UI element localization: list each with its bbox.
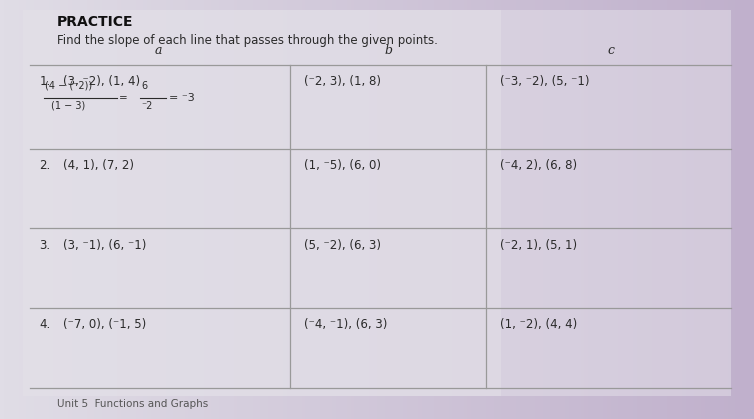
FancyBboxPatch shape [23,10,731,396]
Text: (3, ⁻1), (6, ⁻1): (3, ⁻1), (6, ⁻1) [63,239,147,252]
Text: c: c [607,44,615,57]
Text: (⁻3, ⁻2), (5, ⁻1): (⁻3, ⁻2), (5, ⁻1) [500,75,590,88]
Text: (5, ⁻2), (6, 3): (5, ⁻2), (6, 3) [304,239,381,252]
Text: a: a [155,44,162,57]
Text: PRACTICE: PRACTICE [57,15,133,28]
Text: (⁻2, 1), (5, 1): (⁻2, 1), (5, 1) [500,239,577,252]
Text: Find the slope of each line that passes through the given points.: Find the slope of each line that passes … [57,34,437,47]
Text: ⁻2: ⁻2 [142,101,153,111]
Text: 1.: 1. [39,75,51,88]
Text: (1, ⁻5), (6, 0): (1, ⁻5), (6, 0) [304,159,381,172]
Text: (1 − 3): (1 − 3) [51,101,84,111]
Text: 3.: 3. [39,239,51,252]
FancyBboxPatch shape [23,10,501,396]
Text: (4 − (⁻2)): (4 − (⁻2)) [45,81,93,91]
Text: (⁻4, 2), (6, 8): (⁻4, 2), (6, 8) [500,159,577,172]
Text: (⁻4, ⁻1), (6, 3): (⁻4, ⁻1), (6, 3) [304,318,388,331]
Text: 6: 6 [142,81,148,91]
Text: Unit 5  Functions and Graphs: Unit 5 Functions and Graphs [57,398,208,409]
Text: =: = [119,93,128,103]
Text: (1, ⁻2), (4, 4): (1, ⁻2), (4, 4) [500,318,577,331]
Text: = ⁻3: = ⁻3 [169,93,195,103]
Text: (3, ⁻2), (1, 4): (3, ⁻2), (1, 4) [63,75,140,88]
Text: 2.: 2. [39,159,51,172]
Text: (4, 1), (7, 2): (4, 1), (7, 2) [63,159,134,172]
Text: 4.: 4. [39,318,51,331]
Text: (⁻2, 3), (1, 8): (⁻2, 3), (1, 8) [304,75,381,88]
Text: (⁻7, 0), (⁻1, 5): (⁻7, 0), (⁻1, 5) [63,318,146,331]
Text: b: b [385,44,392,57]
